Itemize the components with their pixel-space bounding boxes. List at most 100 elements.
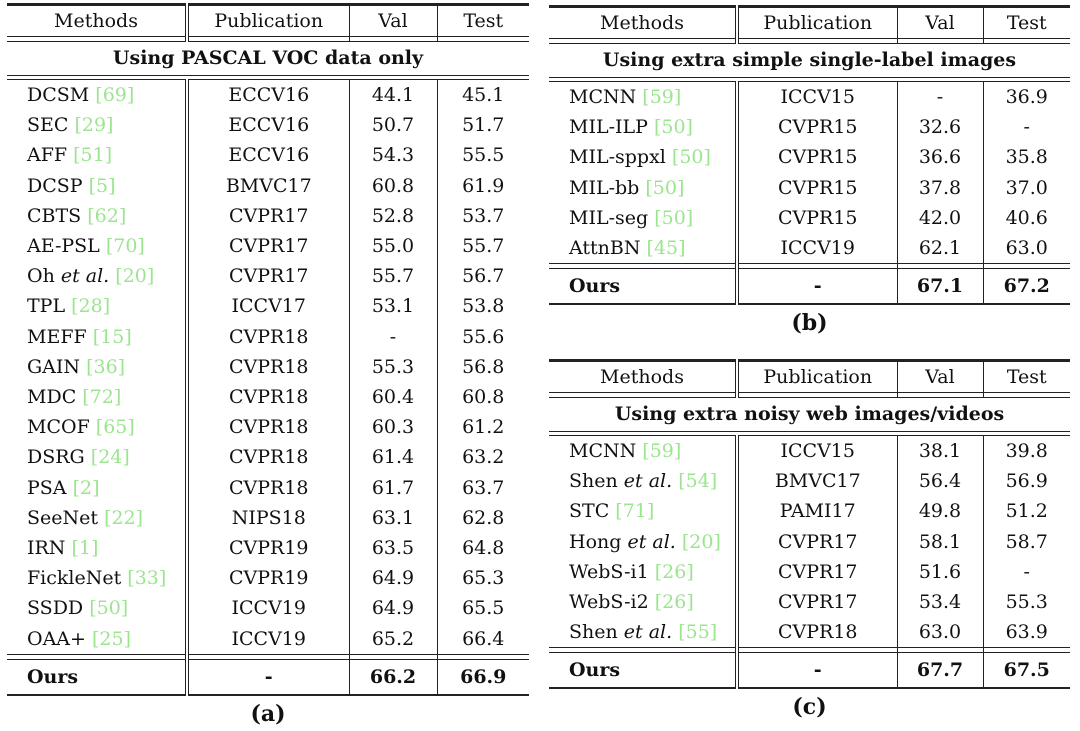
citation-link[interactable]: [29]	[74, 114, 114, 137]
citation-link[interactable]: [24]	[90, 446, 130, 469]
citation-link[interactable]: [36]	[86, 355, 126, 378]
val-cell: 49.8	[897, 496, 984, 527]
rule-gap	[549, 647, 1070, 654]
ours-row: Ours -67.1 67.2	[549, 268, 1070, 306]
table-row: AE-PSL [70] CVPR17 55.0 55.7	[7, 231, 529, 262]
test-cell: 64.8	[462, 537, 505, 560]
results-table: Methods Publication Val Test Using PASCAL VO…	[7, 3, 529, 696]
table-row: Shen et al. [54] BMVC17 56.4 56.9	[549, 466, 1070, 497]
table-a: Methods Publication Val Test Using PASCAL VO…	[7, 3, 529, 727]
citation-link[interactable]: [26]	[654, 591, 694, 614]
val-cell: 61.7	[349, 472, 438, 503]
header-row: Methods Publication Val Test	[549, 360, 1070, 393]
citation-link[interactable]: [69]	[95, 84, 135, 106]
citation-link[interactable]: [59]	[642, 86, 682, 108]
publication-cell: CVPR15	[737, 172, 898, 203]
test-cell: 63.9	[1005, 621, 1048, 644]
citation-link[interactable]: [1]	[71, 537, 99, 560]
publication-cell: CVPR18	[187, 412, 350, 443]
method-cell: STC [71]	[549, 496, 739, 527]
publication-cell: CVPR18	[187, 442, 350, 473]
citation-link[interactable]: [70]	[105, 235, 145, 258]
citation-link[interactable]: [50]	[653, 116, 693, 139]
table-row: DCSP [5] BMVC17 60.8 61.9	[7, 170, 529, 201]
val-cell: 32.6	[897, 112, 984, 143]
citation-link[interactable]: [45]	[646, 237, 686, 260]
publication-cell: CVPR15	[737, 142, 898, 173]
citation-link[interactable]: [55]	[678, 621, 718, 644]
citation-link[interactable]: [50]	[645, 176, 685, 199]
table-row: MEFF [15] CVPR18-55.6	[7, 321, 529, 352]
table-row: Hong et al. [20] CVPR17 58.1 58.7	[549, 526, 1070, 557]
val-cell: 62.1	[897, 233, 984, 264]
citation-link[interactable]: [50]	[671, 146, 711, 169]
val-cell: 60.8	[349, 170, 438, 201]
citation-link[interactable]: [33]	[127, 567, 167, 590]
citation-link[interactable]: [50]	[89, 597, 129, 620]
test-cell: 67.2	[983, 268, 1070, 306]
citation-link[interactable]: [5]	[88, 174, 116, 197]
citation-link[interactable]: [62]	[87, 204, 127, 227]
method-name: MDC	[27, 386, 83, 409]
method-name: SeeNet	[27, 506, 105, 529]
test-cell: -	[1023, 560, 1030, 583]
val-cell: 38.1	[897, 435, 984, 467]
test-cell: 55.6	[462, 325, 505, 348]
publication-cell: CVPR17	[737, 556, 898, 588]
citation-link[interactable]: [22]	[104, 506, 144, 529]
test-cell: 58.7	[1005, 530, 1048, 553]
publication-cell: -	[737, 652, 898, 690]
val-cell: 60.4	[349, 382, 438, 413]
table-row: MCNN [59] ICCV15 38.1 39.8	[549, 435, 1070, 467]
method-name: Hong	[569, 530, 628, 553]
table-row: Shen et al. [55] CVPR18 63.0 63.9	[549, 617, 1070, 648]
val-cell: 51.6	[897, 556, 984, 588]
publication-cell: CVPR17	[187, 261, 350, 292]
table-row: MIL-bb [50] CVPR15 37.8 37.0	[549, 172, 1070, 203]
method-name: MCNN	[569, 440, 643, 462]
method-etal: et al.	[623, 470, 673, 493]
table-row: SEC [29] ECCV16 50.7 51.7	[7, 110, 529, 141]
citation-link[interactable]: [26]	[654, 560, 694, 583]
citation-link[interactable]: [50]	[654, 206, 694, 229]
citation-link[interactable]: [72]	[82, 386, 122, 409]
val-cell: 53.4	[897, 587, 984, 618]
table-row: MIL-ILP [50] CVPR15 32.6-	[549, 112, 1070, 143]
rule-gap	[549, 392, 1070, 398]
method-cell: MIL-bb [50]	[549, 172, 739, 203]
method-cell: MDC [72]	[7, 382, 189, 413]
citation-link[interactable]: [15]	[92, 325, 132, 348]
publication-cell: ECCV16	[187, 79, 350, 111]
method-cell: Ours	[549, 268, 739, 306]
method-etal: et al.	[627, 530, 676, 553]
method-cell: DSRG [24]	[7, 442, 189, 473]
method-cell: AttnBN [45]	[549, 233, 739, 264]
results-table: Methods Publication Val Test Using extra noi…	[549, 359, 1070, 690]
val-cell: 55.0	[349, 231, 438, 262]
citation-link[interactable]: [28]	[71, 295, 111, 318]
publication-cell: ICCV15	[737, 435, 898, 467]
citation-link[interactable]: [59]	[642, 440, 682, 462]
method-cell: Hong et al. [20]	[549, 526, 739, 557]
table-row: GAIN [36] CVPR18 55.3 56.8	[7, 351, 529, 383]
method-name: SSDD	[27, 597, 90, 620]
citation-link[interactable]: [51]	[73, 144, 113, 167]
citation-link[interactable]: [20]	[681, 530, 721, 553]
publication-cell: CVPR19	[187, 563, 350, 594]
publication-cell: ICCV15	[737, 81, 898, 113]
citation-link[interactable]: [71]	[615, 500, 655, 523]
table-row: WebS-i2 [26] CVPR17 53.4 55.3	[549, 587, 1070, 618]
method-name: DCSM	[27, 84, 96, 106]
panel-label: (a)	[250, 700, 286, 727]
citation-link[interactable]: [2]	[72, 476, 100, 499]
method-cell: FickleNet [33]	[7, 563, 189, 594]
citation-link[interactable]: [54]	[678, 470, 718, 493]
citation-link[interactable]: [25]	[91, 627, 131, 650]
method-cell: MCNN [59]	[549, 81, 739, 113]
section-title: Using extra simple single-label images	[602, 49, 1017, 71]
publication-cell: CVPR15	[737, 112, 898, 143]
citation-link[interactable]: [65]	[95, 416, 135, 439]
header-row: Methods Publication Val Test	[549, 6, 1070, 39]
citation-link[interactable]: [20]	[115, 265, 155, 288]
ours-row: Ours -67.7 67.5	[549, 652, 1070, 690]
